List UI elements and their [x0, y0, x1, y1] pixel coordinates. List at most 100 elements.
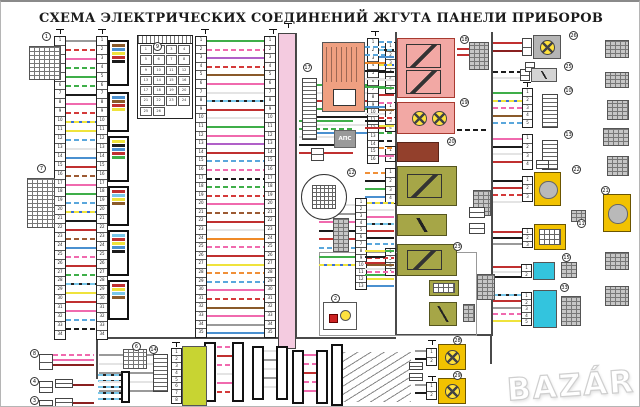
wire — [66, 94, 96, 96]
pin-cell: 4 — [172, 370, 181, 377]
pin-cell: 4 — [356, 220, 366, 227]
pin-cell: 1 — [172, 349, 181, 356]
plug-connector — [311, 148, 324, 161]
wire — [66, 328, 96, 330]
trunk-v-bottomleft — [96, 339, 98, 379]
maroon-box — [397, 142, 439, 162]
ground-mark — [56, 29, 64, 34]
pin-cell: 1 — [386, 43, 395, 52]
connector-grid — [605, 252, 629, 270]
box-label: АПС — [338, 136, 352, 142]
wire — [207, 177, 264, 180]
wire — [207, 255, 264, 257]
callout-19: 19 — [460, 98, 469, 107]
wire — [493, 271, 521, 273]
round-connector-pins — [311, 184, 337, 210]
pin-cell: 4 — [523, 112, 532, 121]
pin-cell: 10 — [368, 109, 378, 118]
yellow-box-c — [603, 194, 631, 232]
fuse-cell: 1 — [140, 45, 152, 55]
callout-29: 29 — [453, 371, 462, 380]
pin-cell: 21 — [265, 209, 275, 218]
connector-7-block — [27, 178, 55, 228]
ground-mark — [284, 23, 292, 28]
pin-cell: 12 — [97, 135, 107, 144]
pin-cell: 9 — [356, 255, 366, 262]
diode-box — [323, 302, 357, 330]
fuse-cell: 3 — [165, 45, 178, 55]
fuse-cell: 21 — [140, 96, 152, 106]
pin-cell: 3 — [526, 241, 529, 247]
wire — [57, 402, 94, 404]
wire — [365, 78, 385, 80]
wire — [319, 264, 355, 267]
pin-cell: 2 — [430, 357, 433, 363]
pin-cell: 33 — [265, 312, 275, 321]
pin-cell: 5 — [265, 71, 275, 80]
pin-cell: 29 — [196, 278, 206, 287]
wire — [207, 298, 264, 300]
pin-cell: 22 — [196, 217, 206, 227]
ground-mark — [201, 29, 209, 34]
pin-cell: 11 — [356, 269, 366, 276]
wire — [66, 85, 96, 87]
pin-cell: 23 — [97, 233, 107, 242]
wire — [367, 284, 394, 287]
wire — [112, 108, 125, 111]
wire — [415, 384, 426, 386]
pin-cell: 12 — [55, 135, 65, 144]
wire — [66, 76, 96, 78]
wire — [207, 280, 264, 283]
pin-cell: 14 — [196, 149, 206, 158]
pin-cell: 30 — [55, 295, 65, 305]
pin-cell: 11 — [97, 126, 107, 135]
wire — [317, 124, 367, 126]
fuse-cell: 8 — [178, 55, 190, 65]
ground-mark-stem — [175, 343, 177, 347]
pin-cell: 3 — [97, 55, 107, 64]
pin-cell: 31 — [55, 304, 65, 314]
yellow-box-a — [534, 172, 561, 206]
pin-cell: 17 — [97, 180, 107, 189]
pin-cell: 26 — [97, 260, 107, 269]
pin-cell: 30 — [196, 286, 206, 295]
pin-cell: 2 — [523, 185, 532, 194]
pin-cell: 27 — [97, 269, 107, 278]
pin-cell: 7 — [368, 86, 378, 94]
wire — [415, 350, 426, 352]
pin-cell: 2 — [356, 206, 366, 213]
wire — [66, 202, 96, 204]
pin-cell: 30 — [97, 295, 107, 305]
fuse-cell: 10 — [152, 65, 165, 75]
wire — [379, 63, 394, 66]
fuse-cell: 26 — [152, 106, 165, 116]
pin-cell: 8 — [356, 248, 366, 255]
wire — [379, 101, 394, 104]
wire — [365, 127, 385, 129]
pin-cell: 15 — [97, 162, 107, 171]
wire — [264, 386, 276, 388]
plug-connector — [55, 398, 73, 406]
wire — [379, 71, 394, 74]
wire-fan — [343, 352, 411, 402]
wire — [493, 160, 522, 163]
wire — [66, 148, 96, 150]
pin-cell: 31 — [265, 295, 275, 304]
connector-bar — [276, 346, 288, 400]
wire — [367, 277, 394, 280]
pin-cell: 3 — [386, 118, 395, 125]
pin-cell: 4 — [389, 195, 392, 201]
pin-cell: 11 — [196, 123, 206, 132]
wire — [112, 156, 125, 159]
wire — [365, 54, 385, 56]
wire — [367, 222, 394, 225]
wire — [493, 201, 522, 203]
wire — [66, 130, 96, 132]
wire — [379, 147, 394, 150]
pin-cell: 33 — [55, 322, 65, 331]
switch-icon — [403, 218, 441, 232]
fuse-grid: 1234567891011121314151617181920212223242… — [140, 45, 190, 116]
pin-cell: 35 — [198, 329, 204, 335]
